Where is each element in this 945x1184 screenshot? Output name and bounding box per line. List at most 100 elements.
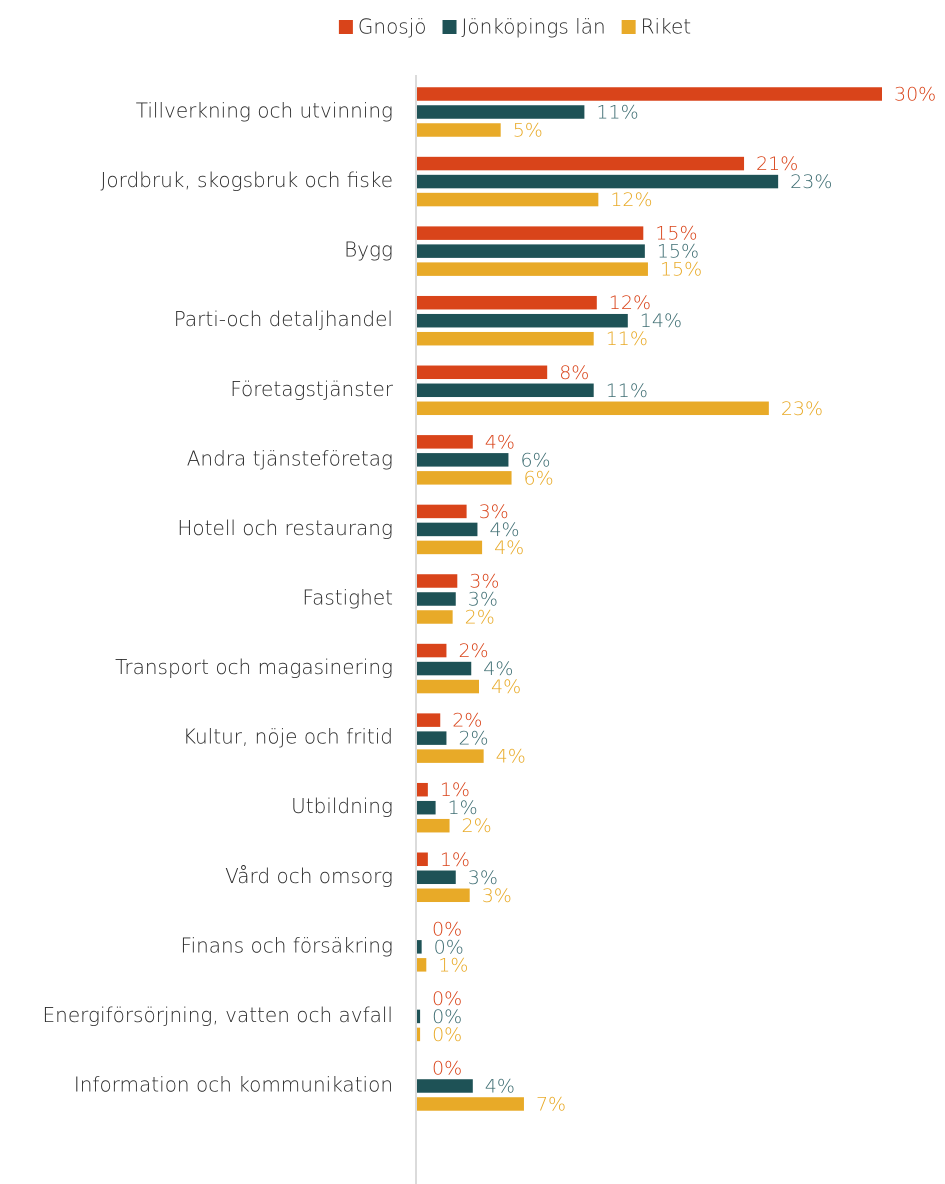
value-label: 4% bbox=[491, 676, 521, 698]
category-label: Finans och försäkring bbox=[181, 933, 393, 957]
bar bbox=[417, 105, 585, 119]
value-label: 4% bbox=[483, 658, 513, 680]
legend-label: Jönköpings län bbox=[462, 15, 606, 39]
bar bbox=[417, 365, 548, 380]
bar bbox=[417, 522, 478, 537]
bar bbox=[417, 958, 427, 972]
value-label: 1% bbox=[440, 849, 470, 871]
category-label: Parti-och detaljhandel bbox=[174, 307, 393, 331]
value-label: 15% bbox=[657, 241, 699, 263]
bar bbox=[417, 471, 512, 485]
bar bbox=[417, 540, 483, 555]
category-label: Kultur, nöje och fritid bbox=[183, 725, 393, 749]
value-label: 2% bbox=[465, 606, 495, 628]
bar bbox=[417, 574, 458, 588]
bar bbox=[417, 331, 594, 346]
value-label: 7% bbox=[536, 1093, 566, 1115]
value-label: 11% bbox=[606, 328, 648, 350]
bar bbox=[417, 226, 644, 240]
bar bbox=[417, 123, 501, 137]
value-label: 23% bbox=[781, 398, 823, 420]
bar bbox=[417, 262, 648, 276]
bar bbox=[417, 504, 467, 519]
bar bbox=[417, 679, 479, 694]
value-label: 1% bbox=[440, 779, 470, 801]
value-label: 6% bbox=[520, 449, 550, 471]
bar bbox=[417, 453, 509, 467]
bar bbox=[417, 174, 779, 189]
value-label: 1% bbox=[438, 954, 468, 976]
bar bbox=[417, 643, 447, 658]
value-label: 1% bbox=[448, 797, 478, 819]
category-label: Andra tjänsteföretag bbox=[187, 446, 393, 470]
value-label: 11% bbox=[606, 380, 648, 402]
value-label: 4% bbox=[489, 519, 519, 541]
value-label: 15% bbox=[655, 223, 697, 245]
value-label: 30% bbox=[894, 84, 936, 106]
bar bbox=[417, 610, 453, 624]
value-label: 3% bbox=[479, 501, 509, 523]
value-label: 12% bbox=[609, 292, 651, 314]
value-label: 0% bbox=[432, 1024, 462, 1046]
value-label: 5% bbox=[513, 120, 543, 142]
category-label: Tillverkning och utvinning bbox=[136, 99, 393, 123]
category-label: Hotell och restaurang bbox=[177, 516, 393, 540]
category-label: Fastighet bbox=[302, 585, 393, 609]
bar bbox=[417, 592, 456, 606]
value-label: 15% bbox=[660, 259, 702, 281]
legend-swatch bbox=[442, 20, 457, 34]
category-label: Energiförsörjning, vatten och avfall bbox=[43, 1003, 394, 1027]
category-label: Transport och magasinering bbox=[115, 655, 393, 679]
legend-label: Riket bbox=[641, 15, 691, 39]
category-label: Företagstjänster bbox=[230, 377, 394, 401]
bar bbox=[417, 888, 470, 903]
value-label: 3% bbox=[469, 570, 499, 592]
value-label: 2% bbox=[452, 710, 482, 732]
bar bbox=[417, 1079, 473, 1093]
category-label: Vård och omsorg bbox=[225, 864, 393, 888]
category-label: Information och kommunikation bbox=[74, 1072, 393, 1096]
value-label: 2% bbox=[458, 640, 488, 662]
value-label: 21% bbox=[756, 153, 798, 175]
bar bbox=[417, 313, 628, 328]
bar bbox=[417, 661, 472, 676]
bar bbox=[417, 1009, 421, 1024]
legend-label: Gnosjö bbox=[358, 15, 427, 39]
value-label: 3% bbox=[468, 588, 498, 610]
bar bbox=[417, 192, 599, 207]
bar bbox=[417, 383, 594, 398]
bar bbox=[417, 401, 769, 416]
legend-swatch bbox=[621, 20, 636, 34]
value-label: 0% bbox=[432, 1006, 462, 1028]
bar bbox=[417, 295, 597, 310]
bar bbox=[417, 1097, 524, 1111]
category-label: Utbildning bbox=[291, 794, 393, 818]
category-label: Jordbruk, skogsbruk och fiske bbox=[100, 168, 393, 192]
value-label: 2% bbox=[458, 728, 488, 750]
bar bbox=[417, 782, 428, 797]
bar bbox=[417, 1027, 421, 1042]
bar bbox=[417, 731, 447, 745]
legend-swatch bbox=[338, 20, 353, 34]
bar bbox=[417, 156, 745, 171]
bar bbox=[417, 940, 422, 954]
value-label: 23% bbox=[790, 171, 832, 193]
value-label: 4% bbox=[485, 431, 515, 453]
bar bbox=[417, 713, 441, 727]
value-label: 2% bbox=[462, 815, 492, 837]
value-label: 3% bbox=[468, 867, 498, 889]
value-label: 6% bbox=[524, 467, 554, 489]
value-label: 8% bbox=[559, 362, 589, 384]
value-label: 3% bbox=[482, 885, 512, 907]
value-label: 0% bbox=[432, 918, 462, 940]
value-label: 11% bbox=[596, 102, 638, 124]
bar bbox=[417, 749, 484, 763]
value-label: 14% bbox=[640, 310, 682, 332]
value-label: 0% bbox=[432, 988, 462, 1010]
value-label: 0% bbox=[432, 1057, 462, 1079]
value-label: 4% bbox=[494, 537, 524, 559]
bar bbox=[417, 818, 450, 833]
value-label: 4% bbox=[496, 746, 526, 768]
bar bbox=[417, 435, 473, 449]
